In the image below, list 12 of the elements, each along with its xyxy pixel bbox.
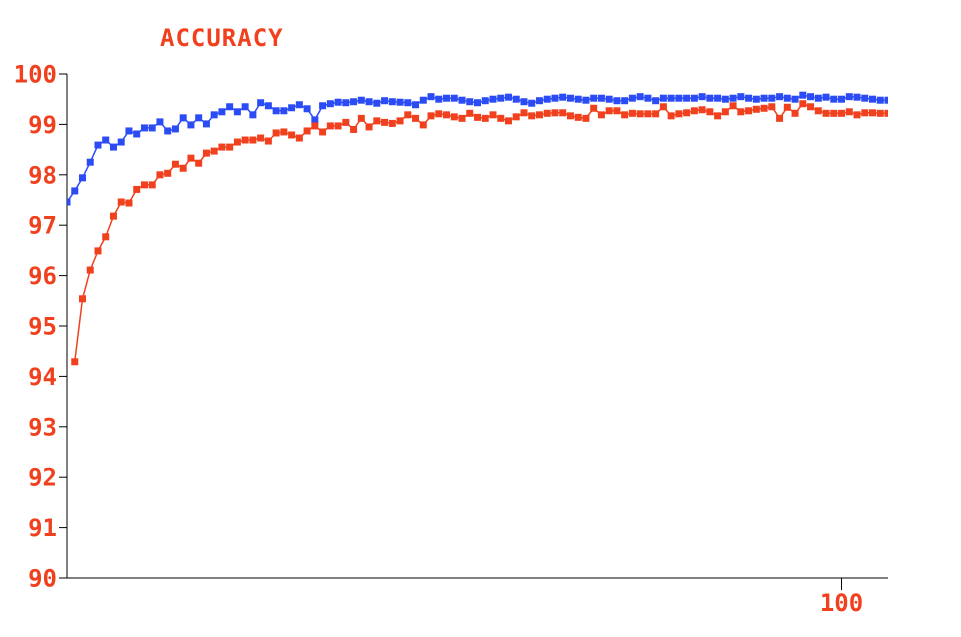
- y-tick-label: 94: [28, 362, 57, 391]
- chart-title: ACCURACY: [160, 24, 284, 52]
- y-tick-label: 90: [28, 564, 57, 593]
- y-tick-label: 99: [28, 110, 57, 139]
- y-tick-label: 91: [28, 514, 57, 542]
- y-tick-label: 96: [28, 262, 57, 290]
- y-tick-label: 95: [28, 312, 57, 341]
- y-tick-label: 100: [14, 60, 57, 89]
- y-tick-label: 98: [28, 161, 57, 190]
- y-tick-label: 97: [28, 212, 57, 240]
- y-tick-label: 92: [28, 464, 57, 492]
- y-tick-label: 93: [28, 413, 57, 442]
